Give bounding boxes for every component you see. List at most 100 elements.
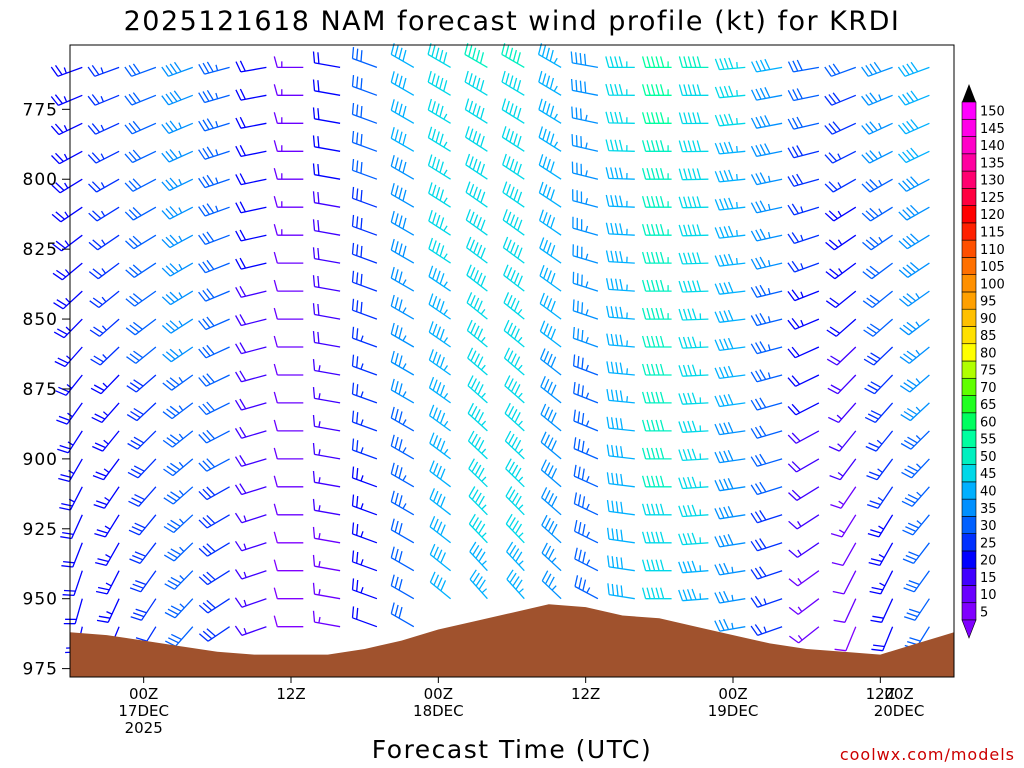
wind-barb <box>467 402 488 432</box>
wind-barb <box>750 624 783 637</box>
wind-barb <box>235 285 267 298</box>
colorbar-label: 110 <box>980 243 1005 258</box>
colorbar-segment <box>961 222 977 241</box>
wind-barb <box>351 326 378 348</box>
wind-barb <box>50 122 83 136</box>
wind-barb <box>641 419 672 432</box>
wind-barb <box>750 228 783 242</box>
wind-barb <box>125 262 157 278</box>
wind-barb <box>351 354 378 376</box>
wind-barb <box>89 318 120 337</box>
wind-barb <box>871 626 894 652</box>
plot-frame <box>69 44 955 678</box>
wind-barb <box>540 376 562 404</box>
wind-barb <box>751 87 783 101</box>
wind-barb <box>830 486 857 509</box>
wind-barb <box>899 346 930 364</box>
wind-barb <box>161 262 194 277</box>
wind-barb <box>750 172 783 186</box>
wind-barb <box>641 391 672 404</box>
wind-barb <box>898 176 930 192</box>
wind-barb <box>678 476 709 490</box>
wind-barb <box>273 140 304 152</box>
wind-barb <box>787 374 820 387</box>
wind-barb <box>163 542 194 562</box>
credit-link[interactable]: coolwx.com/models <box>840 745 1015 764</box>
wind-barb <box>641 224 672 236</box>
wind-barb <box>469 569 488 600</box>
wind-barb <box>714 197 746 211</box>
wind-barb <box>351 438 378 460</box>
wind-barb <box>58 458 83 483</box>
wind-barb <box>51 150 83 165</box>
wind-barb <box>641 196 672 208</box>
wind-barb <box>606 500 635 516</box>
x-tick-label: 00Z <box>129 685 158 703</box>
wind-barb <box>273 419 304 432</box>
wind-barb <box>540 348 562 376</box>
colorbar-label: 115 <box>980 226 1005 241</box>
wind-barb <box>50 65 83 77</box>
colorbar-segment <box>961 153 977 172</box>
x-tick-label: 12Z <box>571 685 600 703</box>
wind-barb <box>867 514 894 538</box>
wind-barb <box>312 610 341 628</box>
wind-barb <box>428 182 451 208</box>
wind-barb <box>53 318 83 339</box>
wind-barb <box>125 234 157 250</box>
wind-barb <box>787 318 820 330</box>
wind-barb <box>714 478 746 492</box>
wind-barb <box>390 322 415 348</box>
wind-barb <box>198 174 230 189</box>
x-tick-label: 18DEC <box>413 702 464 720</box>
wind-barb <box>678 560 709 574</box>
wind-barb <box>504 375 525 404</box>
wind-barb <box>464 43 488 68</box>
wind-barb <box>787 346 820 359</box>
wind-barb <box>541 542 562 572</box>
colorbar-label: 145 <box>980 122 1005 137</box>
wind-barb <box>312 191 341 208</box>
wind-barb <box>750 115 783 129</box>
wind-barb <box>539 292 562 320</box>
y-tick-label: 800 <box>23 170 58 190</box>
wind-barb <box>862 290 894 309</box>
wind-barb <box>898 147 930 164</box>
wind-barb <box>538 126 562 152</box>
colorbar-segment <box>961 429 977 448</box>
wind-barb <box>714 309 746 323</box>
wind-barb <box>574 575 599 600</box>
wind-barb <box>164 598 194 619</box>
colorbar-segment <box>961 395 977 414</box>
wind-barb <box>573 382 599 404</box>
colorbar-segment <box>961 239 977 258</box>
wind-barb <box>161 318 194 334</box>
wind-barb <box>868 542 894 567</box>
wind-barb <box>427 126 451 152</box>
wind-barb <box>465 153 488 180</box>
wind-barb <box>501 126 525 152</box>
wind-barb <box>505 486 525 516</box>
wind-barb <box>503 264 525 292</box>
wind-barb <box>198 598 230 614</box>
wind-barb <box>572 216 599 236</box>
wind-barb <box>465 209 488 236</box>
wind-barb <box>128 514 157 536</box>
wind-barb <box>787 289 820 302</box>
wind-barb <box>503 319 525 348</box>
wind-barb <box>678 392 709 405</box>
wind-barb <box>714 449 746 464</box>
wind-barb <box>678 196 709 209</box>
wind-barb <box>789 626 820 644</box>
wind-barb <box>235 229 267 242</box>
wind-barb <box>312 219 341 236</box>
wind-barb <box>312 275 341 292</box>
wind-barb <box>571 106 599 124</box>
x-tick-label: 00Z <box>718 685 747 703</box>
wind-barb <box>787 430 820 444</box>
wind-barb <box>61 542 83 568</box>
wind-barb <box>351 130 378 152</box>
wind-barb <box>427 43 451 68</box>
wind-barb <box>198 203 230 217</box>
wind-barb <box>787 88 820 102</box>
